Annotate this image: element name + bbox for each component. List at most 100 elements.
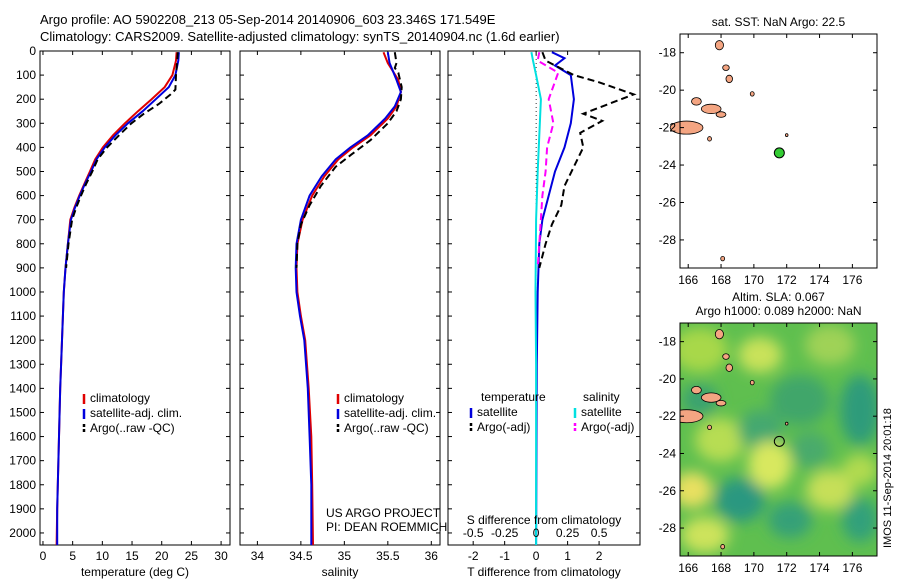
temperature-tick-label-3: 15 bbox=[125, 549, 139, 563]
differences-top-tick-label-1: -0.25 bbox=[491, 526, 519, 540]
depth-ytick-label-14: 1400 bbox=[9, 381, 36, 395]
credit-line-2: PI: DEAN ROEMMICH bbox=[326, 520, 447, 534]
differences-top-tick-label-4: 0.5 bbox=[591, 526, 608, 540]
differences-series-2 bbox=[530, 52, 542, 545]
sst-map-xtick-label-2: 170 bbox=[744, 273, 764, 287]
depth-ytick-label-4: 400 bbox=[16, 140, 36, 154]
side-timestamp: IMOS 11-Sep-2014 20:01:18 bbox=[882, 408, 894, 548]
sst-map-island-7 bbox=[669, 120, 704, 135]
differences-tick-label-4: 2 bbox=[596, 549, 603, 563]
differences-frame bbox=[447, 50, 641, 546]
salinity-legend-2-label: Argo(..raw -QC) bbox=[344, 421, 429, 435]
sst-map-island-8 bbox=[707, 136, 712, 142]
sla-map-ytick-label-2: -22 bbox=[659, 409, 677, 423]
differences-tick-label-1: -1 bbox=[499, 549, 510, 563]
depth-ytick-label-10: 1000 bbox=[9, 285, 36, 299]
sla-map-island-3 bbox=[691, 385, 702, 395]
diff-legend-1-label: Argo(-adj) bbox=[477, 420, 530, 434]
salinity-tick-label-1: 34.5 bbox=[289, 549, 313, 563]
sla-map-ytick-label-5: -28 bbox=[659, 521, 677, 535]
differences-xlabel-top: S difference from climatology bbox=[467, 513, 622, 527]
header-line-2: Climatology: CARS2009. Satellite-adjuste… bbox=[40, 29, 560, 44]
sla-map-island-4 bbox=[700, 392, 722, 403]
sla-map-ytick-label-1: -20 bbox=[659, 372, 677, 386]
sla-blob-2 bbox=[805, 325, 855, 365]
sla-blob-7 bbox=[748, 441, 792, 489]
sst-map-island-4 bbox=[700, 103, 722, 114]
sst-map-xtick-label-3: 172 bbox=[777, 273, 797, 287]
depth-ytick-label-11: 1100 bbox=[10, 309, 36, 323]
salinity-series-2 bbox=[295, 52, 403, 268]
depth-ytick-label-13: 1300 bbox=[9, 357, 36, 371]
diff-legend-3-label: Argo(-adj) bbox=[581, 420, 634, 434]
header-line-1: Argo profile: AO 5902208_213 05-Sep-2014… bbox=[40, 12, 496, 27]
sst-map-float-marker bbox=[773, 147, 785, 159]
sst-map-island-9 bbox=[784, 133, 789, 137]
sla-map-float-marker bbox=[773, 435, 785, 447]
sla-blob-15 bbox=[682, 384, 718, 416]
salinity-tick-label-0: 34 bbox=[251, 549, 265, 563]
sst-map-ytick-label-1: -20 bbox=[659, 83, 677, 97]
sla-blob-14 bbox=[790, 432, 830, 468]
depth-ytick-label-16: 1600 bbox=[9, 430, 36, 444]
sla-blob-13 bbox=[681, 517, 729, 553]
depth-ytick-label-15: 1500 bbox=[9, 405, 36, 419]
sla-map-island-6 bbox=[749, 380, 755, 386]
depth-ytick-label-19: 1900 bbox=[9, 502, 36, 516]
temperature-tick-label-5: 25 bbox=[185, 549, 199, 563]
temperature-legend-1-label: satellite-adj. clim. bbox=[90, 406, 182, 420]
sla-map-island-2 bbox=[725, 363, 733, 372]
differences-series-0 bbox=[535, 51, 575, 546]
sla-map-frame bbox=[679, 322, 878, 557]
sla-map-xtick-label-5: 176 bbox=[842, 561, 862, 575]
sst-map-ytick-label-5: -28 bbox=[659, 233, 677, 247]
sst-map-island-1 bbox=[722, 64, 730, 71]
depth-ytick-label-2: 200 bbox=[16, 92, 36, 106]
differences-tick-label-3: 1 bbox=[564, 549, 571, 563]
sla-map-island-0 bbox=[714, 329, 724, 340]
sst-map-island-3 bbox=[691, 97, 702, 106]
depth-ytick-label-0: 0 bbox=[29, 44, 36, 58]
temperature-frame bbox=[39, 50, 231, 546]
depth-ytick-label-1: 100 bbox=[16, 68, 36, 82]
temperature-series-1 bbox=[56, 52, 180, 545]
sst-map-frame bbox=[679, 33, 878, 269]
temperature-series-0 bbox=[55, 52, 178, 546]
sst-map-island-6 bbox=[749, 91, 755, 97]
temperature-tick-label-0: 0 bbox=[40, 549, 47, 563]
sst-map-ytick-label-2: -22 bbox=[659, 121, 677, 135]
legend-heading-salinity: salinity bbox=[583, 390, 620, 404]
differences-top-tick-label-3: 0.25 bbox=[556, 526, 580, 540]
sst-map-xtick-label-4: 174 bbox=[810, 273, 830, 287]
sla-blob-9 bbox=[715, 478, 765, 522]
sla-map-island-7 bbox=[680, 409, 704, 424]
sla-map-title-1: Altim. SLA: 0.067 bbox=[732, 290, 825, 304]
sst-map-island-0 bbox=[714, 40, 724, 51]
differences-xlabel: T difference from climatology bbox=[467, 565, 621, 579]
sla-blob-12 bbox=[842, 498, 877, 542]
sla-blob-5 bbox=[695, 418, 745, 462]
sst-map-xtick-label-5: 176 bbox=[842, 273, 862, 287]
sla-map-island-10 bbox=[720, 544, 726, 550]
sla-blob-10 bbox=[768, 502, 812, 538]
salinity-series-1 bbox=[294, 52, 402, 545]
differences-top-tick-label-0: -0.5 bbox=[463, 526, 484, 540]
sla-blob-8 bbox=[680, 472, 712, 508]
temperature-tick-label-6: 30 bbox=[214, 549, 228, 563]
depth-ytick-label-18: 1800 bbox=[9, 478, 36, 492]
depth-ytick-label-9: 900 bbox=[16, 261, 36, 275]
credit-line-1: US ARGO PROJECT bbox=[326, 506, 441, 520]
salinity-tick-label-2: 35 bbox=[338, 549, 352, 563]
differences-series-1 bbox=[538, 51, 637, 269]
diff-legend-2-label: satellite bbox=[581, 405, 622, 419]
temperature-tick-label-4: 20 bbox=[155, 549, 169, 563]
sla-blob-0 bbox=[680, 328, 728, 372]
legend-heading-temperature: temperature bbox=[481, 390, 546, 404]
depth-ytick-label-5: 500 bbox=[16, 164, 36, 178]
depth-ytick-label-6: 600 bbox=[16, 189, 36, 203]
sla-map-field bbox=[680, 325, 877, 553]
sst-map-ytick-label-3: -24 bbox=[659, 158, 677, 172]
sst-map-island-2 bbox=[725, 74, 733, 84]
depth-ytick-label-20: 2000 bbox=[9, 526, 36, 540]
